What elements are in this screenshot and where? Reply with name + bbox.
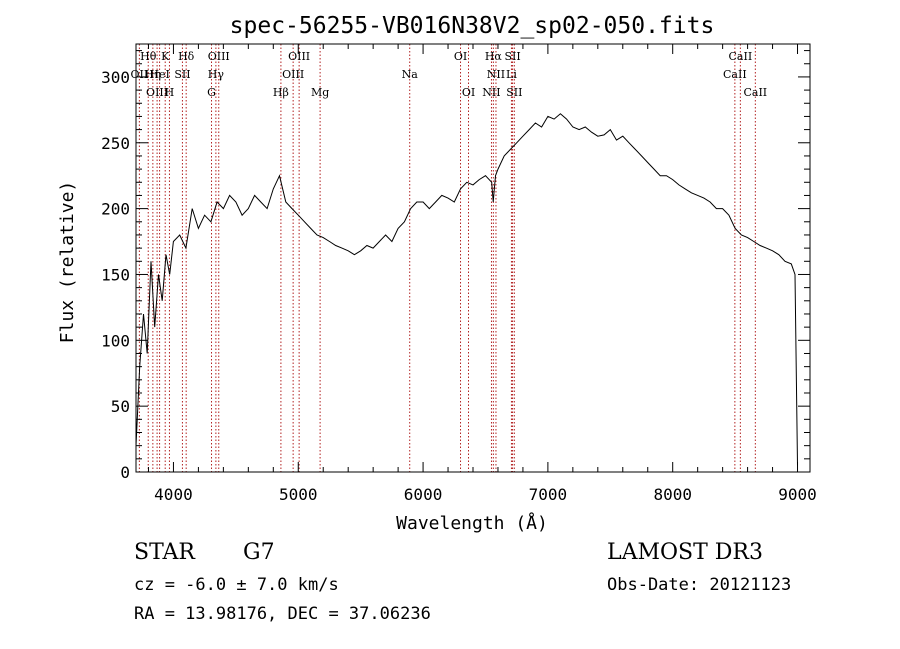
spectral-line-label: Hη [145,68,161,81]
chart-title: spec-56255-VB016N38V2_sp02-050.fits [230,13,715,39]
spectrum-line [135,113,798,466]
x-axis-label: Wavelength (Å) [396,512,548,534]
spectral-line-label: OI [454,50,467,63]
y-tick-label: 250 [101,134,130,153]
x-tick-label: 4000 [154,485,193,504]
y-tick-label: 100 [101,331,130,350]
spectral-line-label: CaII [743,86,767,99]
spectral-line-markers [138,44,756,472]
spectral-line-label: Hδ [178,50,195,63]
object-class: STAR [134,540,196,565]
spectral-line-label: SII [174,68,190,81]
plot-frame [135,43,811,473]
y-tick-label: 200 [101,200,130,219]
spectral-line-label: SII [506,86,522,99]
spectral-line-label: OI [462,86,475,99]
spectral-line-label: OIII [208,50,230,63]
spectral-line-label: Hγ [208,68,225,81]
spectral-line-label: Li [506,68,517,81]
spectral-line-label: OIII [146,86,168,99]
spectral-line-label: G [207,86,216,99]
y-tick-label: 0 [120,463,130,482]
x-tick-label: 8000 [653,485,692,504]
spectral-line-label: CaII [723,68,747,81]
spectral-line-label: NII [487,68,505,81]
object-subclass: G7 [243,540,275,565]
survey-name: LAMOST DR3 [607,540,763,565]
spectral-line-label: HeI [149,68,169,81]
spectral-line-label: CaII [729,50,753,63]
x-tick-label: 9000 [778,485,817,504]
x-axis-ticks: 4000 5000 6000 7000 8000 9000 [147,44,817,504]
spectral-line-label: OIII [288,50,310,63]
x-tick-label: 5000 [279,485,318,504]
spectral-line-label: Hβ [273,86,289,99]
x-tick-label: 6000 [404,485,443,504]
y-axis-ticks: 0 50 100 150 200 250 300 [101,50,810,482]
spectral-line-label: Na [402,68,419,81]
spectral-line-label: SII [504,50,520,63]
spectral-line-label: H [165,86,175,99]
spectral-line-label: Hα [485,50,503,63]
spectral-line-label: OIII [282,68,304,81]
x-tick-label: 7000 [529,485,568,504]
spectral-line-label: Hθ [140,50,157,63]
spectral-line-label: K [161,50,170,63]
coordinates: RA = 13.98176, DEC = 37.06236 [134,604,431,624]
redshift-velocity: cz = -6.0 ± 7.0 km/s [134,575,339,595]
spectral-line-label: NII [482,86,500,99]
observation-date: Obs-Date: 20121123 [607,575,791,595]
y-tick-label: 150 [101,265,130,284]
spectral-line-label: Mg [311,86,329,99]
y-tick-label: 300 [101,68,130,87]
y-tick-label: 50 [111,397,130,416]
spectral-line-label: OII [131,68,149,81]
y-axis-label: Flux (relative) [57,181,78,344]
